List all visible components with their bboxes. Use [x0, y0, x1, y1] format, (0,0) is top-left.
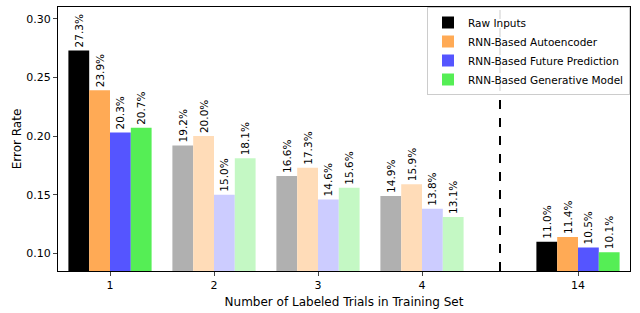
svg-text:11.4%: 11.4% — [562, 201, 574, 234]
svg-text:3: 3 — [315, 279, 322, 292]
svg-text:10.1%: 10.1% — [603, 216, 615, 249]
svg-text:13.8%: 13.8% — [426, 172, 438, 205]
svg-text:20.7%: 20.7% — [135, 91, 147, 124]
svg-text:19.2%: 19.2% — [177, 109, 189, 142]
svg-text:13.1%: 13.1% — [447, 181, 459, 214]
svg-text:14: 14 — [571, 279, 585, 292]
svg-text:0.10: 0.10 — [26, 247, 51, 260]
svg-text:RNN-Based Future Prediction: RNN-Based Future Prediction — [468, 55, 619, 67]
svg-text:16.6%: 16.6% — [281, 140, 293, 173]
svg-text:RNN-Based Autoencoder: RNN-Based Autoencoder — [468, 36, 598, 48]
svg-text:14.9%: 14.9% — [385, 160, 397, 193]
svg-text:RNN-Based Generative Model: RNN-Based Generative Model — [468, 74, 623, 86]
svg-text:0.20: 0.20 — [26, 130, 51, 143]
svg-text:11.0%: 11.0% — [541, 205, 553, 238]
svg-text:20.0%: 20.0% — [198, 100, 210, 133]
svg-text:Number of Labeled Trials in Tr: Number of Labeled Trials in Training Set — [225, 295, 464, 309]
svg-text:15.0%: 15.0% — [218, 158, 230, 191]
svg-text:0.30: 0.30 — [26, 13, 51, 26]
svg-text:4: 4 — [419, 279, 426, 292]
svg-text:10.5%: 10.5% — [582, 211, 594, 244]
svg-text:0.15: 0.15 — [26, 189, 51, 202]
svg-text:15.9%: 15.9% — [406, 148, 418, 181]
svg-text:14.6%: 14.6% — [322, 163, 334, 196]
svg-text:15.6%: 15.6% — [343, 151, 355, 184]
svg-text:18.1%: 18.1% — [239, 122, 251, 155]
svg-text:Raw Inputs: Raw Inputs — [468, 17, 526, 29]
svg-text:1: 1 — [107, 279, 114, 292]
svg-text:27.3%: 27.3% — [73, 14, 85, 47]
svg-text:2: 2 — [211, 279, 218, 292]
svg-text:20.3%: 20.3% — [114, 96, 126, 129]
svg-text:0.25: 0.25 — [26, 71, 51, 84]
svg-text:Error Rate: Error Rate — [10, 109, 24, 170]
svg-text:17.3%: 17.3% — [302, 131, 314, 164]
svg-text:23.9%: 23.9% — [94, 54, 106, 87]
